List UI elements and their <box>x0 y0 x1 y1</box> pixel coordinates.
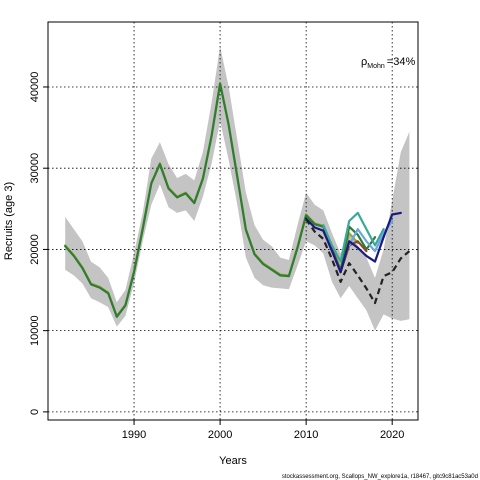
mohn-rho-value: =34% <box>387 56 416 68</box>
x-tick-label: 1990 <box>122 429 146 441</box>
mohn-rho-symbol: ρ <box>361 56 367 68</box>
mohn-rho-annotation: ρMohn =34% <box>361 56 415 70</box>
y-tick-label: 20000 <box>29 234 41 265</box>
grid-layer <box>48 22 418 420</box>
confidence-band <box>65 46 410 331</box>
series-line-6 <box>305 211 402 274</box>
series-layer <box>64 81 411 318</box>
plot-frame <box>47 21 419 421</box>
x-axis-title: Years <box>219 455 247 467</box>
mohn-rho-subscript: Mohn <box>367 63 385 70</box>
x-tick-label: 2020 <box>380 429 404 441</box>
x-tick-label: 2010 <box>294 429 318 441</box>
y-tick-label: 40000 <box>29 72 41 103</box>
y-tick-label: 30000 <box>29 153 41 184</box>
x-tick-label: 2000 <box>208 429 232 441</box>
y-tick-label: 10000 <box>29 315 41 346</box>
footer-credit: stockassessment.org, Scallops_NW_explore… <box>282 474 478 480</box>
y-axis-title: Recruits (age 3) <box>3 182 15 260</box>
series-line-4 <box>322 211 385 263</box>
y-tick-label: 0 <box>29 409 41 415</box>
confidence-band-layer <box>65 46 410 331</box>
axis-layer: 1990 2000 2010 2020 0 10000 20000 30000 40000 <box>29 72 404 441</box>
